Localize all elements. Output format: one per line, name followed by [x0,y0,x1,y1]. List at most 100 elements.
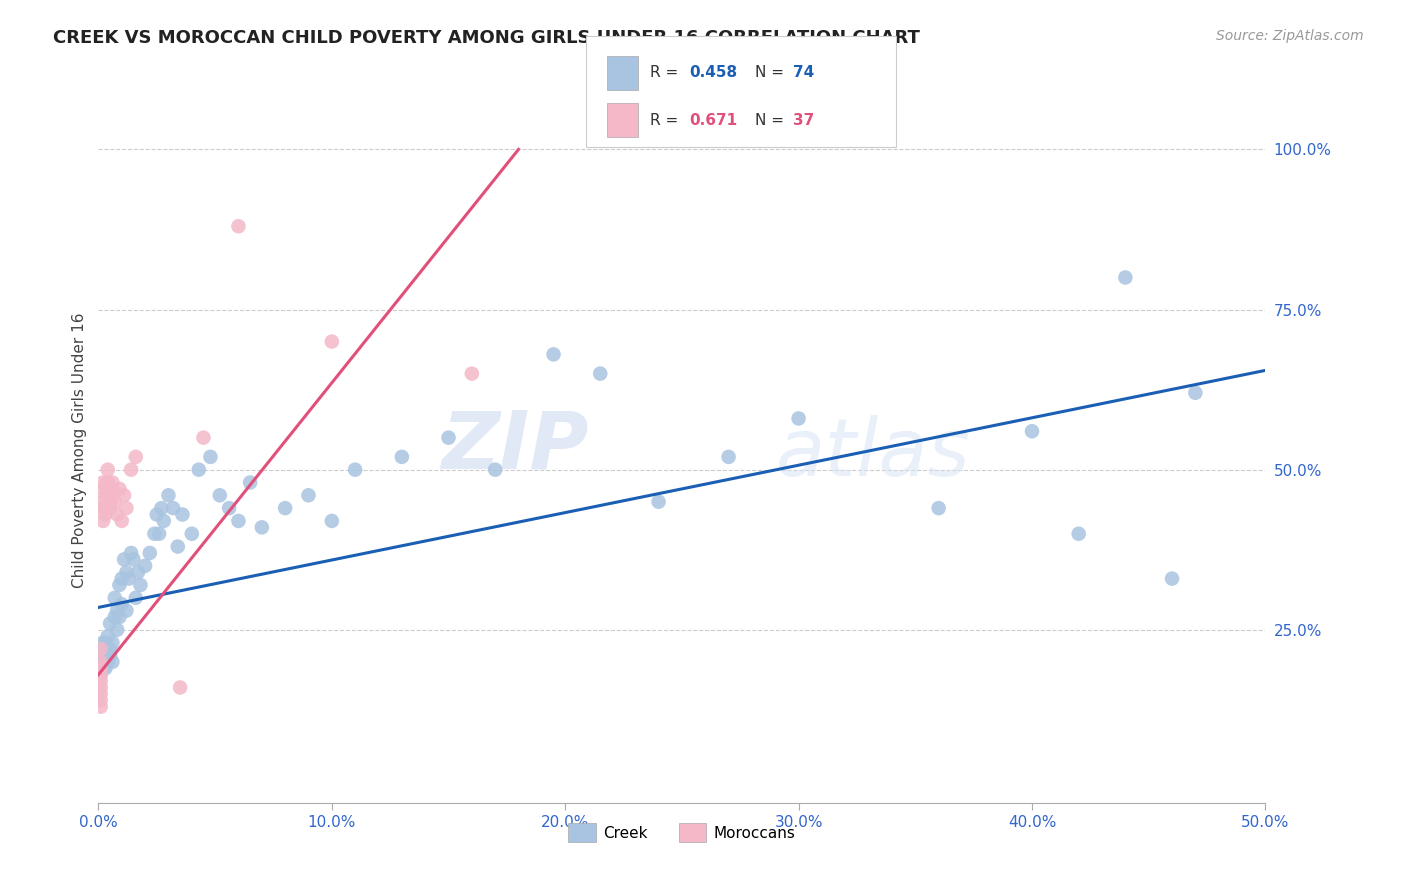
Legend: Creek, Moroccans: Creek, Moroccans [562,817,801,848]
Point [91,648,114,663]
Text: N =: N = [755,65,789,80]
Point [250,520,273,534]
Point [157,488,180,502]
Point [94,642,117,657]
Point [98,488,121,502]
Point [91,655,114,669]
Point [134,558,156,573]
Text: atlas: atlas [775,415,970,493]
Point [321,334,343,349]
Point [129,578,152,592]
Point [169,681,191,695]
Point [90,661,112,675]
Point [152,514,174,528]
Point [111,597,134,611]
Point [90,655,112,669]
Text: Source: ZipAtlas.com: Source: ZipAtlas.com [1216,29,1364,43]
Point [90,667,112,681]
Point [461,367,484,381]
Point [90,699,112,714]
Point [91,635,114,649]
Point [104,591,127,605]
Point [90,642,112,657]
Point [928,501,950,516]
Point [98,616,121,631]
Point [98,648,121,663]
Point [98,501,121,516]
Point [180,526,202,541]
Point [543,347,565,361]
Point [344,463,367,477]
Point [105,508,128,522]
Point [172,508,194,522]
Point [150,501,173,516]
Point [97,648,120,663]
Point [122,552,145,566]
Point [239,475,262,490]
Text: 37: 37 [793,112,814,128]
Point [484,463,506,477]
Point [94,508,117,522]
Point [115,604,138,618]
Point [94,655,117,669]
Point [108,610,131,624]
Point [112,488,135,502]
Point [118,572,141,586]
Point [91,514,114,528]
Point [91,661,114,675]
Point [125,450,148,464]
Point [98,642,121,657]
Point [97,475,120,490]
Point [98,494,121,508]
Point [187,463,209,477]
Point [101,475,124,490]
Point [391,450,413,464]
Y-axis label: Child Poverty Among Girls Under 16: Child Poverty Among Girls Under 16 [72,313,87,588]
Point [143,526,166,541]
Point [1184,385,1206,400]
Point [91,482,114,496]
Text: R =: R = [650,112,683,128]
Point [589,367,612,381]
Point [193,431,215,445]
Point [228,514,250,528]
Text: 0.458: 0.458 [689,65,737,80]
Point [90,681,112,695]
Point [787,411,810,425]
Point [115,565,138,579]
Point [321,514,343,528]
Point [97,629,120,643]
Point [166,540,188,554]
Point [1114,270,1136,285]
Point [104,610,127,624]
Point [120,463,142,477]
Point [101,655,124,669]
Point [297,488,319,502]
Point [218,501,240,516]
Point [108,482,131,496]
Point [1021,424,1043,438]
Point [437,431,460,445]
Point [94,501,117,516]
Text: CREEK VS MOROCCAN CHILD POVERTY AMONG GIRLS UNDER 16 CORRELATION CHART: CREEK VS MOROCCAN CHILD POVERTY AMONG GI… [53,29,921,46]
Point [90,693,112,707]
Point [90,661,112,675]
Point [94,635,117,649]
Point [101,635,124,649]
Point [97,463,120,477]
Point [228,219,250,234]
Point [94,488,117,502]
Point [91,501,114,516]
Text: ZIP: ZIP [441,408,589,486]
Point [208,488,231,502]
Point [120,546,142,560]
Point [139,546,162,560]
Point [90,655,112,669]
Point [105,623,128,637]
Point [125,591,148,605]
Point [1067,526,1090,541]
Text: N =: N = [755,112,789,128]
Point [101,482,124,496]
Point [148,526,170,541]
Point [127,565,149,579]
